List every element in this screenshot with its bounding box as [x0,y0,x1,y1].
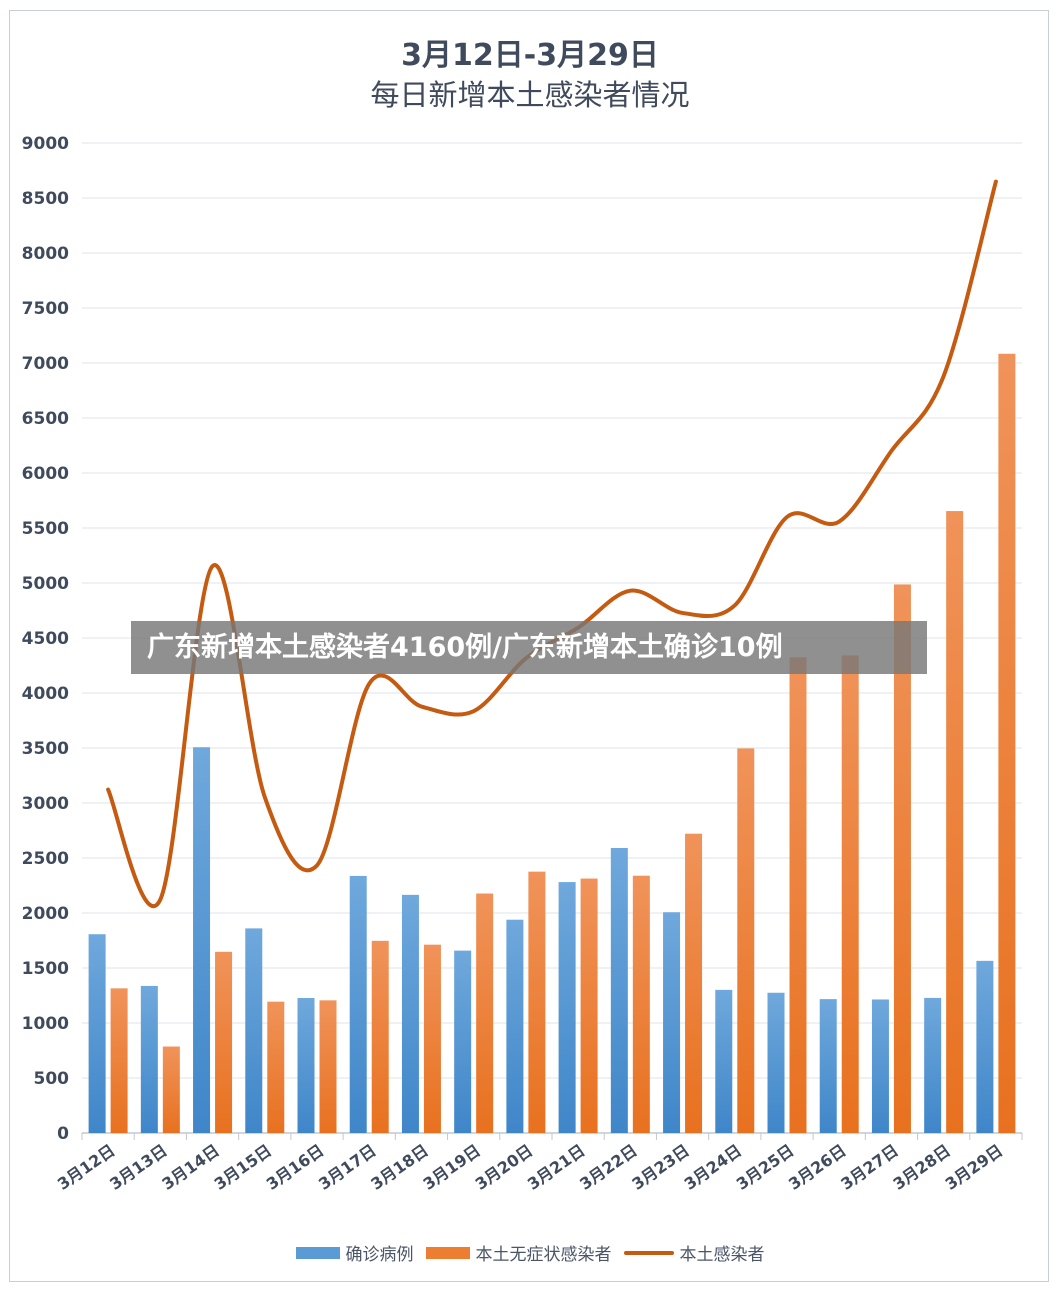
bar-confirmed [245,928,263,1133]
y-tick-label: 9000 [22,134,69,154]
bar-asymptomatic [110,988,128,1133]
bar-asymptomatic [632,875,650,1133]
x-tick-label: 3月14日 [158,1141,222,1194]
bar-asymptomatic [423,944,441,1133]
legend-label-asymptomatic: 本土无症状感染者 [475,1245,612,1265]
y-tick-label: 3000 [22,794,69,814]
y-tick-label: 500 [34,1069,70,1089]
bar-asymptomatic [476,893,494,1133]
y-tick-label: 5500 [22,519,69,539]
bar-confirmed [297,998,315,1133]
x-tick-label: 3月26日 [785,1141,849,1194]
bar-confirmed [663,912,681,1133]
y-tick-label: 7000 [22,354,69,374]
bar-confirmed [976,960,994,1133]
y-tick-label: 5000 [22,574,69,594]
x-tick-label: 3月12日 [54,1141,118,1194]
x-tick-label: 3月19日 [419,1141,483,1194]
x-tick-label: 3月18日 [367,1141,431,1194]
legend-item-confirmed: 确诊病例 [295,1240,414,1265]
x-tick-label: 3月29日 [942,1141,1006,1194]
y-tick-label: 8500 [22,189,69,209]
y-tick-label: 1500 [22,959,69,979]
bar-asymptomatic [946,511,964,1133]
bar-confirmed [610,847,628,1133]
x-tick-label: 3月13日 [106,1141,170,1194]
bar-asymptomatic [685,833,703,1133]
bar-asymptomatic [841,655,859,1133]
bar-confirmed [193,747,211,1133]
y-tick-label: 8000 [22,244,69,264]
legend-swatch-confirmed [295,1246,340,1259]
legend-swatch-asymptomatic [425,1246,470,1259]
bar-confirmed [88,934,106,1133]
x-tick-label: 3月23日 [628,1141,692,1194]
x-tick-label: 3月22日 [576,1141,640,1194]
bar-asymptomatic [998,353,1016,1133]
y-tick-label: 0 [57,1124,69,1144]
y-tick-label: 2500 [22,849,69,869]
x-tick-label: 3月20日 [472,1141,536,1194]
x-tick-label: 3月24日 [681,1141,745,1194]
chart-subtitle: 每日新增本土感染者情况 [370,78,690,112]
bar-asymptomatic [162,1046,180,1133]
bar-asymptomatic [215,951,233,1133]
legend-label-total: 本土感染者 [679,1245,765,1265]
line-total-infections [106,179,998,909]
x-tick-label: 3月15日 [211,1141,275,1194]
legend-item-asymptomatic: 本土无症状感染者 [425,1240,612,1265]
legend-item-total: 本土感染者 [623,1240,765,1265]
bar-asymptomatic [580,878,598,1133]
bar-asymptomatic [789,657,807,1133]
bar-confirmed [506,919,524,1133]
x-tick-label: 3月28日 [889,1141,953,1194]
bar-confirmed [924,997,942,1133]
y-tick-label: 4000 [22,684,69,704]
y-tick-label: 6500 [22,409,69,429]
bar-confirmed [819,999,837,1133]
chart-title: 3月12日-3月29日 [401,38,659,73]
x-tick-label: 3月21日 [524,1141,588,1194]
bar-confirmed [454,950,472,1133]
bar-confirmed [349,875,367,1133]
bar-asymptomatic [267,1001,285,1133]
y-tick-label: 7500 [22,299,69,319]
x-tick-label: 3月17日 [315,1141,379,1194]
x-tick-label: 3月25日 [733,1141,797,1194]
x-tick-label: 3月16日 [263,1141,327,1194]
bar-confirmed [140,985,158,1133]
bar-confirmed [558,882,576,1133]
y-tick-label: 2000 [22,904,69,924]
bar-confirmed [401,894,419,1133]
headline-banner: 广东新增本土感染者4160例/广东新增本土确诊10例 [131,621,927,674]
bar-asymptomatic [737,748,755,1133]
bar-asymptomatic [319,1000,337,1133]
y-tick-label: 4500 [22,629,69,649]
bar-asymptomatic [371,940,389,1133]
bar-asymptomatic [528,871,546,1133]
chart-legend: 确诊病例 本土无症状感染者 本土感染者 [0,1240,1060,1265]
y-tick-label: 1000 [22,1014,69,1034]
legend-swatch-total [623,1250,674,1255]
y-tick-label: 6000 [22,464,69,484]
bar-confirmed [767,992,785,1133]
bar-asymptomatic [893,584,911,1133]
legend-label-confirmed: 确诊病例 [345,1245,414,1265]
y-tick-label: 3500 [22,739,69,759]
bar-confirmed [715,989,733,1133]
x-tick-label: 3月27日 [837,1141,901,1194]
bar-confirmed [871,999,889,1133]
